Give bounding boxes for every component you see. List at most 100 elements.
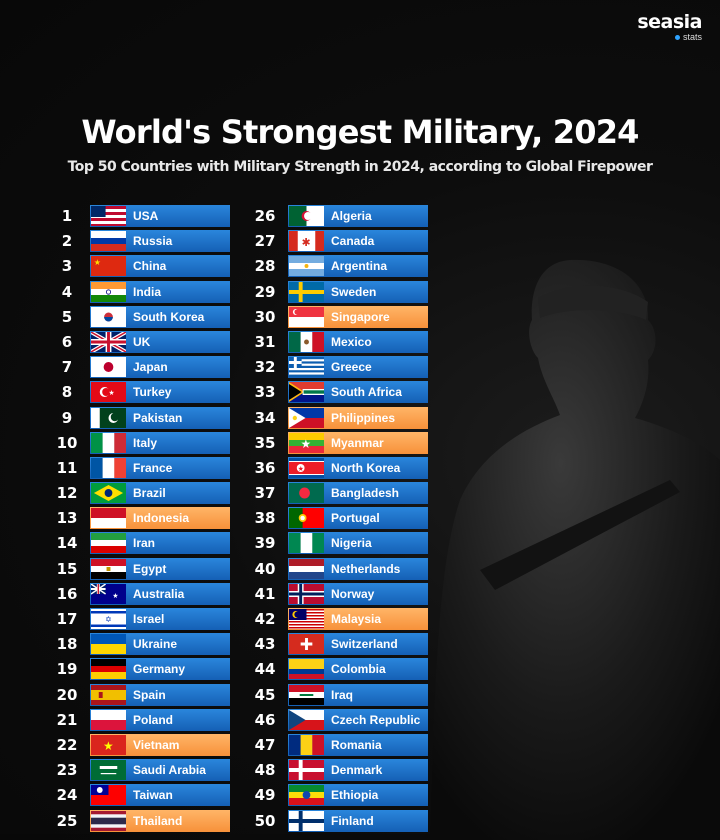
country-name: Saudi Arabia: [133, 763, 206, 778]
country-bar: France: [90, 456, 230, 479]
rank-number: 45: [254, 685, 276, 704]
flag-iq-icon: [289, 684, 324, 705]
country-name: Netherlands: [331, 561, 401, 576]
country-name: Poland: [133, 712, 174, 727]
country-name: UK: [133, 334, 151, 349]
country-bar: Netherlands: [288, 557, 428, 580]
country-bar: Mexico: [288, 330, 428, 353]
rank-number: 33: [254, 383, 276, 402]
flag-dk-icon: [289, 760, 324, 781]
flag-kp-icon: ★: [289, 457, 324, 478]
flag-eg-icon: [91, 558, 126, 579]
soldier-silhouette: [430, 259, 720, 840]
flag-dz-icon: [289, 206, 324, 226]
country-name: Iran: [133, 536, 156, 551]
rank-number: 14: [56, 534, 78, 553]
flag-kr-icon: [91, 306, 126, 327]
flag-mm-icon: ★: [289, 432, 324, 453]
rank-number: 28: [254, 257, 276, 276]
country-name: Greece: [331, 360, 372, 375]
svg-text:★: ★: [103, 739, 113, 753]
country-bar: India: [90, 280, 230, 303]
rank-number: 12: [56, 484, 78, 503]
rank-number: 19: [56, 660, 78, 679]
flag-nl-icon: [289, 558, 324, 579]
rank-number: 39: [254, 534, 276, 553]
country-name: USA: [133, 209, 159, 223]
country-bar-highlighted: Singapore: [288, 305, 428, 328]
country-name: Czech Republic: [331, 712, 421, 727]
svg-text:★: ★: [109, 389, 115, 397]
country-bar-highlighted: Philippines: [288, 406, 428, 429]
country-name: Turkey: [133, 385, 172, 400]
flag-ir-icon: [91, 533, 126, 554]
country-bar: ★ Australia: [90, 582, 230, 605]
rank-number: 17: [56, 610, 78, 628]
country-name: France: [133, 460, 173, 475]
country-bar: South Korea: [90, 305, 230, 328]
rank-number: 44: [254, 660, 276, 679]
rank-number: 8: [61, 383, 73, 402]
rank-number: 23: [56, 761, 78, 780]
country-bar: Poland: [90, 708, 230, 731]
flag-se-icon: [289, 281, 324, 302]
country-bar: Italy: [90, 431, 230, 454]
country-name: Indonesia: [133, 511, 190, 526]
flag-ca-icon: ✱: [289, 231, 324, 252]
flag-ua-icon: [91, 634, 126, 655]
country-name: Vietnam: [133, 737, 180, 752]
country-bar: Russia: [90, 230, 230, 253]
country-name: Germany: [133, 662, 186, 677]
country-bar: Spain: [90, 683, 230, 706]
rank-number: 32: [254, 358, 276, 377]
country-name: Norway: [331, 586, 375, 601]
rank-number: 50: [254, 811, 276, 830]
flag-cn-icon: ★: [91, 256, 126, 277]
country-name: Japan: [133, 360, 168, 375]
country-name: South Africa: [331, 385, 402, 400]
flag-ch-icon: [289, 634, 324, 655]
flag-br-icon: [91, 483, 126, 504]
country-bar: Pakistan: [90, 406, 230, 429]
svg-text:★: ★: [301, 437, 311, 451]
flag-bd-icon: [289, 483, 324, 504]
country-bar: ★ North Korea: [288, 456, 428, 479]
rank-number: 49: [254, 786, 276, 805]
flag-ng-icon: [289, 533, 324, 554]
flag-gr-icon: [289, 357, 324, 378]
country-name: Thailand: [133, 813, 183, 828]
brand-sub: stats: [637, 32, 702, 42]
country-bar: ✱ Canada: [288, 230, 428, 253]
country-name: Mexico: [331, 334, 372, 349]
brand-name: seasia: [637, 11, 702, 33]
flag-ru-icon: [91, 231, 126, 252]
rank-number: 29: [254, 282, 276, 301]
country-bar: ✡ Israel: [90, 608, 230, 630]
flag-in-icon: [91, 281, 126, 302]
country-name: Philippines: [331, 410, 396, 425]
flag-id-icon: [91, 508, 126, 529]
flag-et-icon: [289, 785, 324, 806]
flag-my-icon: [289, 609, 324, 629]
rank-number: 16: [56, 584, 78, 603]
flag-sa-icon: [91, 760, 126, 781]
flag-cz-icon: [289, 709, 324, 730]
country-bar: Romania: [288, 733, 428, 756]
country-name: Italy: [133, 435, 158, 450]
flag-jp-icon: [91, 357, 126, 378]
svg-text:✱: ✱: [302, 237, 311, 249]
rank-number: 47: [254, 735, 276, 754]
flag-au-icon: ★: [91, 583, 126, 604]
country-bar: Portugal: [288, 507, 428, 530]
flag-mx-icon: [289, 331, 324, 352]
flag-vn-icon: ★: [91, 734, 126, 755]
flag-no-icon: [289, 583, 324, 604]
country-bar-highlighted: ★ Myanmar: [288, 431, 428, 454]
rank-number: 35: [254, 433, 276, 452]
country-name: Argentina: [331, 259, 388, 274]
rank-number: 9: [61, 408, 73, 427]
country-name: Ukraine: [133, 637, 178, 652]
rank-number: 34: [254, 408, 276, 427]
country-name: Egypt: [133, 561, 167, 576]
flag-za-icon: [289, 382, 324, 403]
